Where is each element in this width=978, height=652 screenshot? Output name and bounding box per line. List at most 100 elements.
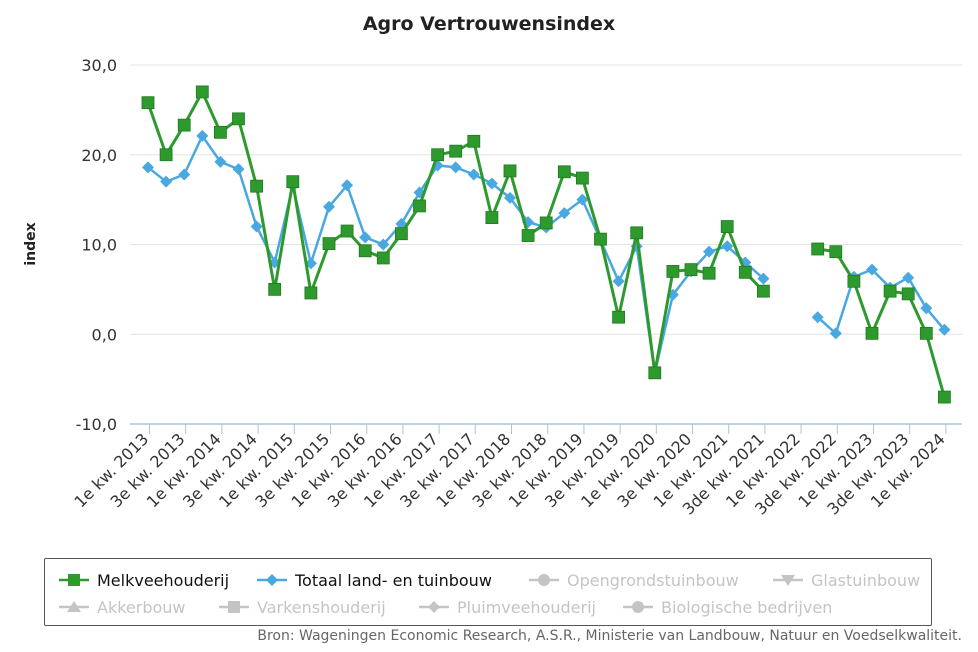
data-point	[449, 161, 462, 174]
y-tick-label: 30,0	[81, 56, 117, 75]
legend-item-varkenshouderij[interactable]: Varkenshouderij	[219, 596, 386, 618]
data-point	[268, 282, 282, 296]
data-point	[504, 191, 516, 204]
data-point	[232, 112, 245, 126]
data-point	[142, 161, 154, 174]
data-point	[757, 272, 770, 285]
data-point	[938, 390, 951, 404]
data-point	[557, 165, 571, 179]
triangle-line-icon	[59, 601, 89, 612]
data-point	[720, 220, 734, 233]
data-point	[359, 231, 372, 244]
legend: Melkveehouderij Totaal land- en tuinbouw…	[44, 558, 932, 626]
legend-item-opengrondstuinbouw[interactable]: Opengrondstuinbouw	[529, 569, 739, 591]
data-point	[232, 163, 245, 176]
data-point	[576, 193, 589, 206]
data-point	[938, 323, 951, 336]
data-point	[811, 311, 824, 324]
data-point	[721, 240, 734, 253]
data-point	[866, 263, 878, 276]
data-point	[883, 284, 897, 298]
data-point	[304, 286, 318, 300]
data-point	[413, 199, 426, 213]
triangle-down-line-icon	[773, 575, 803, 586]
data-point	[178, 168, 191, 181]
data-point	[521, 229, 535, 242]
data-point	[467, 134, 481, 148]
data-point	[702, 266, 716, 280]
series-line	[816, 268, 946, 335]
legend-label: Opengrondstuinbouw	[567, 570, 739, 590]
data-point	[467, 168, 480, 181]
gridlines	[130, 64, 962, 335]
series-totaal-land-en-tuinbouw	[142, 129, 951, 379]
circle-line-icon	[623, 601, 653, 613]
series-melkveehouderij	[141, 85, 951, 404]
legend-item-akkerbouw[interactable]: Akkerbouw	[59, 596, 186, 618]
data-point	[431, 148, 445, 162]
y-tick-labels: 30,0 20,0 10,0 0,0 -10,0	[76, 56, 117, 434]
square-line-icon	[219, 601, 249, 613]
series-line	[817, 247, 946, 398]
data-point	[141, 96, 155, 110]
legend-label: Totaal land- en tuinbouw	[295, 570, 492, 590]
y-tick-label: -10,0	[76, 415, 117, 434]
chart-title: Agro Vertrouwensindex	[363, 13, 615, 35]
data-point	[666, 265, 680, 278]
y-axis-label: index	[23, 222, 39, 265]
data-point	[376, 251, 390, 265]
legend-item-totaal[interactable]: Totaal land- en tuinbouw	[257, 569, 492, 591]
data-point	[159, 148, 173, 162]
legend-item-biologische-bedrijven[interactable]: Biologische bedrijven	[623, 596, 832, 618]
data-point	[341, 179, 354, 192]
data-point	[612, 275, 625, 288]
legend-label: Varkenshouderij	[257, 597, 386, 617]
y-tick-label: 10,0	[81, 236, 117, 255]
data-point	[829, 327, 842, 340]
y-tick-label: 20,0	[81, 146, 117, 165]
data-point	[829, 245, 843, 259]
legend-label: Akkerbouw	[97, 597, 186, 617]
data-point	[449, 144, 463, 158]
legend-label: Pluimveehouderij	[457, 597, 596, 617]
legend-item-pluimveehouderij[interactable]: Pluimveehouderij	[419, 596, 596, 618]
data-point	[901, 287, 915, 301]
circle-line-icon	[529, 574, 559, 586]
data-point	[558, 207, 571, 220]
data-point	[250, 179, 264, 193]
series-line	[146, 90, 765, 375]
square-line-icon	[59, 574, 89, 586]
series-group	[141, 85, 951, 404]
data-point	[902, 271, 915, 284]
legend-label: Melkveehouderij	[97, 570, 230, 590]
data-point	[503, 164, 517, 178]
data-point	[847, 274, 861, 288]
data-point	[286, 175, 300, 189]
data-point	[684, 263, 698, 277]
data-point	[594, 232, 607, 246]
data-point	[323, 200, 335, 213]
data-point	[919, 326, 933, 340]
data-point	[485, 211, 499, 224]
data-point	[340, 224, 354, 238]
legend-item-melkveehouderij[interactable]: Melkveehouderij	[59, 569, 229, 591]
data-point	[539, 216, 553, 230]
data-point	[196, 129, 209, 142]
source-note: Bron: Wageningen Economic Research, A.S.…	[257, 628, 962, 644]
data-point	[648, 366, 662, 380]
legend-label: Glastuinbouw	[811, 570, 921, 590]
data-point	[358, 244, 372, 258]
data-point	[213, 125, 227, 139]
data-point	[322, 237, 336, 251]
data-point	[394, 227, 408, 241]
data-point	[920, 302, 933, 315]
data-point	[811, 242, 825, 256]
data-point	[738, 265, 752, 279]
diamond-line-icon	[419, 601, 449, 613]
data-point	[612, 310, 625, 324]
y-tick-label: 0,0	[92, 325, 117, 344]
legend-item-glastuinbouw[interactable]: Glastuinbouw	[773, 569, 920, 591]
data-point	[195, 85, 209, 99]
